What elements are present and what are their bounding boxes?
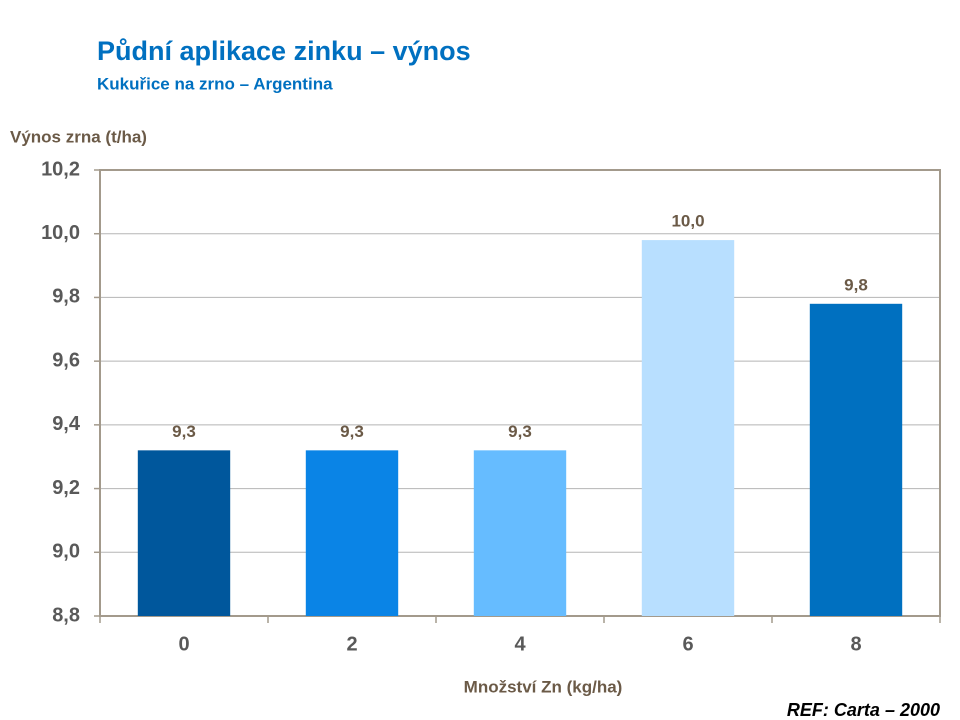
chart-title: Půdní aplikace zinku – výnos xyxy=(97,36,471,66)
chart-subtitle: Kukuřice na zrno – Argentina xyxy=(97,74,333,93)
y-tick-label: 9,6 xyxy=(52,349,80,371)
y-tick-label: 9,2 xyxy=(52,477,80,499)
bar xyxy=(137,450,231,616)
x-tick-label: 6 xyxy=(682,633,693,655)
value-label: 9,3 xyxy=(172,422,196,441)
value-label: 9,8 xyxy=(844,275,868,294)
x-tick-label: 8 xyxy=(850,633,861,655)
bar xyxy=(473,450,567,616)
value-label: 9,3 xyxy=(508,422,532,441)
y-tick-label: 9,0 xyxy=(52,541,80,563)
value-label: 10,0 xyxy=(671,212,704,231)
source-note: REF: Carta – 2000 xyxy=(787,700,940,720)
bar xyxy=(641,240,735,617)
bar xyxy=(305,450,399,616)
bar xyxy=(809,303,903,616)
y-tick-label: 10,2 xyxy=(41,158,80,180)
x-tick-label: 0 xyxy=(178,633,189,655)
y-tick-label: 10,0 xyxy=(41,222,80,244)
x-tick-label: 2 xyxy=(346,633,357,655)
y-tick-label: 9,8 xyxy=(52,286,80,308)
value-label: 9,3 xyxy=(340,422,364,441)
y-tick-label: 8,8 xyxy=(52,604,80,626)
y-axis-label: Výnos zrna (t/ha) xyxy=(10,127,147,146)
y-tick-label: 9,4 xyxy=(52,413,81,435)
x-tick-label: 4 xyxy=(514,633,526,655)
x-axis-label: Množství Zn (kg/ha) xyxy=(464,677,623,696)
